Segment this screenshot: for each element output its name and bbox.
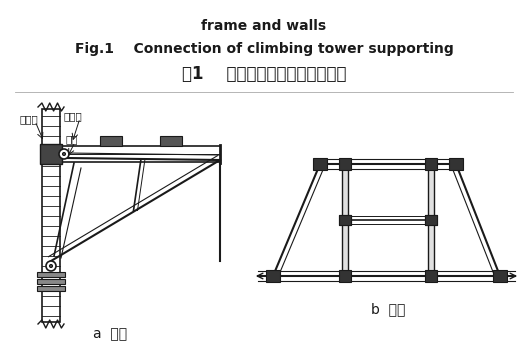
Text: 图1    爬塔支撑架与墙体连接示意: 图1 爬塔支撑架与墙体连接示意 — [182, 65, 346, 83]
Bar — [37, 279, 65, 284]
Bar — [425, 215, 437, 225]
Bar — [42, 109, 60, 322]
Bar — [339, 158, 351, 170]
Bar — [425, 215, 437, 225]
Text: a  立面: a 立面 — [93, 327, 127, 341]
Bar — [428, 164, 434, 276]
Text: frame and walls: frame and walls — [202, 19, 326, 33]
Bar — [449, 158, 463, 170]
Bar — [339, 215, 351, 225]
Text: b  平面: b 平面 — [371, 302, 405, 316]
Bar — [313, 158, 327, 170]
Text: 预埋件: 预埋件 — [20, 114, 39, 124]
Bar — [493, 270, 507, 282]
Bar — [342, 164, 348, 276]
Bar — [40, 144, 62, 164]
Bar — [37, 286, 65, 291]
Circle shape — [50, 265, 52, 268]
Circle shape — [46, 261, 56, 271]
Bar — [160, 136, 182, 146]
Bar — [339, 215, 351, 225]
Text: Fig.1    Connection of climbing tower supporting: Fig.1 Connection of climbing tower suppo… — [74, 42, 454, 56]
Bar — [425, 158, 437, 170]
Bar — [425, 270, 437, 282]
Bar — [339, 270, 351, 282]
Circle shape — [62, 153, 65, 155]
Bar — [100, 136, 122, 146]
Text: 钢牛腿: 钢牛腿 — [63, 111, 82, 121]
Circle shape — [59, 149, 69, 159]
Bar — [266, 270, 280, 282]
Bar — [37, 272, 65, 277]
Text: 销轴: 销轴 — [66, 134, 79, 144]
